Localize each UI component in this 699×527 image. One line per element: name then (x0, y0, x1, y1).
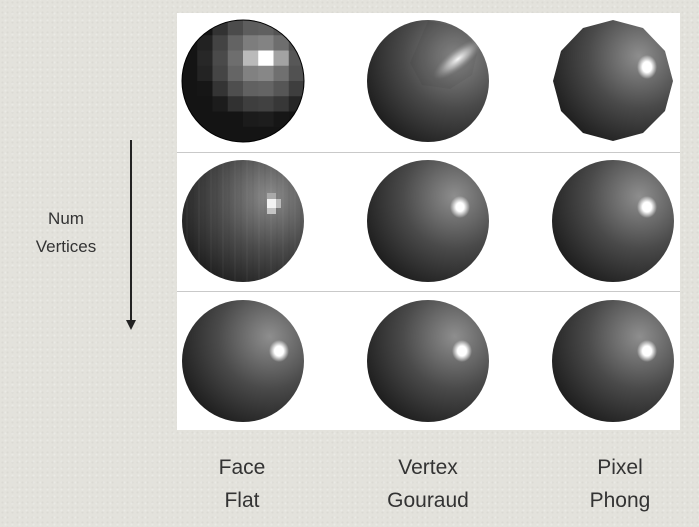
column-label-flat-line1: Face (218, 456, 266, 479)
sphere-facet (288, 81, 304, 97)
column-label-phong: Pixel Phong (535, 451, 699, 517)
sphere-facet (243, 111, 259, 128)
sphere-facet (243, 50, 259, 67)
sphere-facet (258, 81, 274, 97)
sphere-facet (227, 126, 244, 142)
sphere-facet (273, 65, 290, 82)
sphere-facet (273, 96, 290, 112)
column-label-flat: Face Flat (157, 451, 327, 517)
down-arrow-icon (126, 140, 136, 330)
row-axis-label-line2: Vertices (35, 237, 97, 256)
sphere-facet (212, 50, 229, 67)
sphere-facet (288, 20, 304, 36)
gouraud-shaded-sphere-high-vertices (366, 299, 490, 423)
sphere-facet (273, 81, 290, 97)
sphere-facet (227, 50, 244, 67)
sphere-facet (197, 111, 213, 128)
sphere-facet (243, 65, 259, 82)
sphere-facet (197, 65, 213, 82)
phong-shaded-sphere-high-vertices (551, 299, 675, 423)
sphere-facet (227, 20, 244, 36)
sphere-facet (212, 111, 229, 128)
sphere-facet (288, 126, 304, 142)
sphere-facet (182, 81, 198, 97)
flat-shaded-sphere-low-vertices (181, 19, 305, 143)
column-label-phong-line2: Phong (589, 489, 651, 512)
flat-shaded-sphere-high-vertices (181, 299, 305, 423)
sphere-facet (212, 96, 229, 112)
sphere-facet (273, 50, 290, 67)
flat-shaded-sphere-mid-vertices (181, 159, 305, 283)
column-label-phong-line1: Pixel (597, 456, 643, 479)
row-divider (177, 152, 680, 153)
column-label-gouraud: Vertex Gouraud (343, 451, 513, 517)
sphere-facet (212, 65, 229, 82)
sphere-facet (243, 35, 259, 51)
sphere-facet (227, 81, 244, 97)
column-label-gouraud-line2: Gouraud (387, 489, 469, 512)
sphere-facet (258, 50, 274, 67)
phong-shaded-sphere-mid-vertices (551, 159, 675, 283)
row-axis-label-line1: Num (48, 209, 84, 228)
sphere-facet (258, 65, 274, 82)
sphere-facet (273, 111, 290, 128)
sphere-facet (197, 81, 213, 97)
row-axis-label: Num Vertices (18, 205, 114, 261)
sphere-facet (243, 126, 259, 142)
gouraud-shaded-sphere-low-vertices (366, 19, 490, 143)
sphere-facet (227, 35, 244, 51)
sphere-facet (227, 111, 244, 128)
sphere-facet (288, 65, 304, 82)
column-label-flat-line2: Flat (224, 489, 260, 512)
shading-comparison-panel (177, 13, 680, 430)
sphere-facet (197, 50, 213, 67)
sphere-facet (212, 81, 229, 97)
sphere-facet (243, 81, 259, 97)
sphere-facet (258, 111, 274, 128)
sphere-facet (182, 126, 198, 142)
sphere-facet (273, 35, 290, 51)
column-label-gouraud-line1: Vertex (398, 456, 458, 479)
sphere-facet (212, 35, 229, 51)
sphere-facet (258, 35, 274, 51)
phong-shaded-sphere-low-vertices (551, 19, 675, 143)
sphere-facet (197, 35, 213, 51)
sphere-facet (243, 20, 259, 36)
sphere-facet (182, 20, 198, 36)
sphere-facet (197, 96, 213, 112)
sphere-facet (258, 96, 274, 112)
sphere-facet (182, 65, 198, 82)
sphere-facet (243, 96, 259, 112)
gouraud-shaded-sphere-mid-vertices (366, 159, 490, 283)
sphere-facet (227, 96, 244, 112)
row-divider (177, 291, 680, 292)
sphere-facet (227, 65, 244, 82)
